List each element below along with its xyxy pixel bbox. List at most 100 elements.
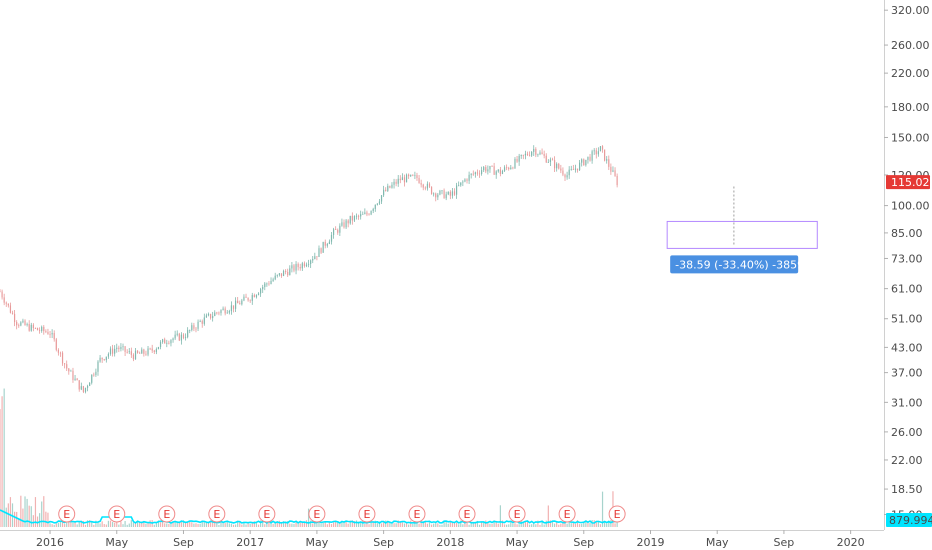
- candle-body: [234, 300, 237, 309]
- volume-bar: [34, 497, 37, 527]
- candle-body: [176, 333, 178, 335]
- candle-body: [72, 370, 74, 380]
- earnings-marker-label: E: [113, 508, 120, 521]
- price-tick-label: 220.00: [891, 67, 930, 80]
- volume-bar: [397, 520, 399, 527]
- candle-body: [376, 203, 378, 205]
- candle-body: [399, 178, 401, 181]
- volume-bar: [49, 523, 51, 527]
- candle-body: [430, 186, 433, 194]
- volume-bar: [335, 520, 337, 527]
- volume-bar: [512, 523, 514, 527]
- price-tick-label: 260.00: [891, 39, 930, 52]
- volume-bar: [378, 521, 381, 527]
- volume-bar: [253, 521, 255, 527]
- price-axis[interactable]: 320.00260.00220.00180.00150.00120.00100.…: [884, 0, 930, 530]
- volume-bar: [9, 497, 12, 527]
- candle-body: [45, 331, 47, 332]
- candle-body: [266, 283, 268, 285]
- candle-body: [414, 175, 416, 176]
- volume-bar: [43, 496, 45, 527]
- measure-range-box[interactable]: [666, 220, 818, 249]
- volume-bar: [604, 520, 606, 527]
- volume-bar: [274, 521, 276, 527]
- candle-body: [34, 328, 37, 329]
- volume-bar: [70, 521, 72, 527]
- volume-bar: [614, 523, 616, 527]
- volume-bar: [587, 521, 589, 527]
- measure-label-background: [670, 255, 799, 274]
- candle-body: [53, 333, 55, 340]
- volume-bar: [132, 522, 135, 527]
- volume-bar: [72, 522, 74, 527]
- volume-bar: [495, 520, 497, 527]
- candle-body: [68, 368, 70, 372]
- volume-bar: [287, 520, 289, 527]
- volume-bar: [572, 522, 574, 527]
- candle-body: [560, 168, 562, 171]
- volume-bar: [545, 520, 547, 527]
- candle-body: [82, 386, 84, 392]
- volume-bar: [128, 523, 130, 527]
- candle-body: [526, 153, 529, 155]
- volume-bar: [199, 523, 201, 527]
- candle-body: [395, 181, 397, 184]
- time-tick-label: 2018: [436, 536, 464, 549]
- volume-bar: [130, 520, 132, 527]
- candle-body: [558, 163, 560, 169]
- candle-body: [28, 324, 30, 331]
- volume-bar: [68, 521, 70, 527]
- time-axis[interactable]: 2016 May Sep 2017 May Sep 2018 May Sep 2019 May Sep…: [0, 530, 884, 549]
- volume-bar: [39, 513, 41, 527]
- time-tick-label: 2019: [636, 536, 664, 549]
- candles-layer: [0, 145, 618, 394]
- candle-body: [593, 150, 595, 152]
- volume-bar: [353, 521, 356, 527]
- volume-bar: [597, 521, 599, 527]
- candle-body: [260, 289, 262, 294]
- candle-body: [220, 310, 222, 314]
- earnings-marker-label: E: [213, 508, 220, 521]
- candle-body: [303, 263, 305, 267]
- candle-body: [351, 215, 353, 221]
- volume-bar: [264, 524, 266, 527]
- candle-body: [420, 183, 422, 185]
- candle-body: [282, 270, 285, 276]
- candle-body: [78, 380, 80, 390]
- candle-body: [305, 264, 308, 267]
- candle-body: [124, 346, 126, 352]
- candle-body: [508, 167, 510, 170]
- candle-body: [614, 170, 616, 176]
- candle-body: [141, 349, 143, 354]
- volume-bar: [74, 522, 76, 527]
- candle-body: [487, 169, 489, 172]
- volume-bar: [59, 520, 62, 527]
- candle-body: [522, 154, 524, 156]
- candle-body: [247, 297, 249, 301]
- volume-bar: [549, 520, 552, 527]
- candle-body: [91, 374, 93, 383]
- candle-body: [130, 351, 132, 355]
- volume-bar: [426, 523, 429, 527]
- volume-bar: [203, 522, 205, 527]
- candle-body: [310, 260, 312, 264]
- candle-body: [239, 303, 241, 305]
- candle-body: [159, 342, 162, 347]
- volume-bar: [566, 523, 568, 527]
- volume-bar: [583, 522, 585, 527]
- earnings-marker-label: E: [163, 508, 170, 521]
- candle-body: [528, 154, 531, 156]
- candle-body: [332, 229, 335, 235]
- candle-body: [107, 353, 110, 357]
- volume-bar: [141, 521, 143, 527]
- volume-bar: [214, 520, 216, 527]
- candle-body: [455, 185, 458, 195]
- candle-body: [428, 183, 431, 187]
- volume-bar: [99, 523, 101, 527]
- measure-tool[interactable]: -38.59 (-33.40%) -3859: [666, 186, 818, 274]
- earnings-marker-label: E: [464, 508, 471, 521]
- volume-bar: [595, 521, 597, 527]
- volume-bar: [520, 521, 522, 527]
- volume-bar: [535, 524, 537, 527]
